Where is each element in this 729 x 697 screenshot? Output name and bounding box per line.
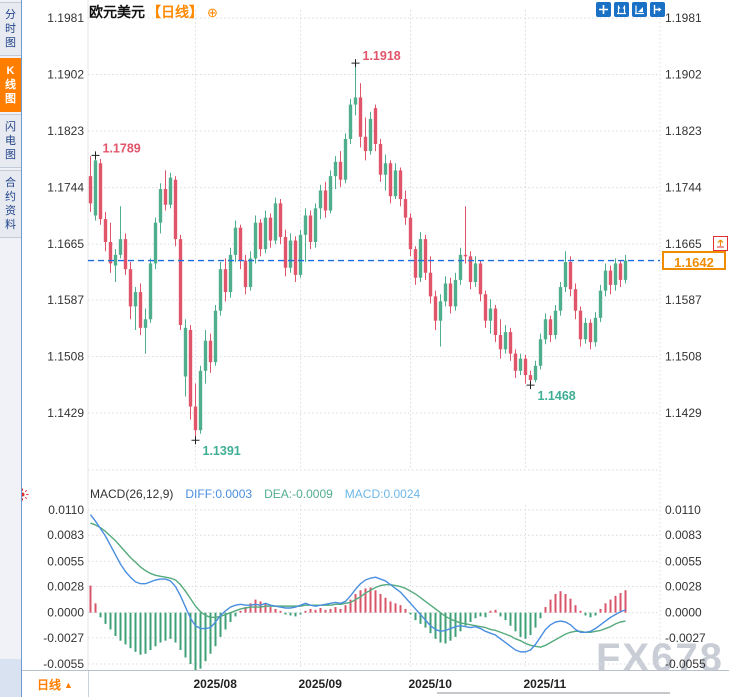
macd-header: MACD(26,12,9) DIFF:0.0003 DEA:-0.0009 MA…	[90, 487, 420, 501]
svg-text:-0.0055: -0.0055	[665, 657, 706, 671]
svg-text:1.1918: 1.1918	[363, 49, 401, 63]
svg-text:1.1429: 1.1429	[665, 406, 702, 420]
svg-text:0.0110: 0.0110	[665, 503, 701, 517]
svg-text:1.1508: 1.1508	[665, 349, 702, 363]
svg-text:0.0110: 0.0110	[48, 503, 84, 517]
svg-text:-0.0027: -0.0027	[43, 631, 84, 645]
chart-toolbar	[596, 2, 665, 17]
price-alert-icon[interactable]	[713, 235, 728, 251]
svg-text:0.0083: 0.0083	[47, 528, 84, 542]
svg-text:0.0028: 0.0028	[47, 580, 84, 594]
svg-text:1.1744: 1.1744	[665, 181, 702, 195]
svg-text:0.0000: 0.0000	[47, 606, 84, 620]
symbol-name: 欧元美元	[89, 4, 145, 20]
crosshair-tool-icon[interactable]	[596, 2, 611, 17]
svg-text:1.1744: 1.1744	[47, 181, 84, 195]
x-axis-label: 2025/08	[193, 677, 237, 691]
svg-text:1.1902: 1.1902	[47, 68, 84, 82]
svg-text:1.1981: 1.1981	[665, 11, 702, 25]
svg-text:0.0000: 0.0000	[665, 606, 702, 620]
x-axis-label: 2025/11	[523, 677, 567, 691]
svg-text:0.0055: 0.0055	[47, 554, 84, 568]
svg-text:1.1429: 1.1429	[47, 406, 84, 420]
svg-text:1.1391: 1.1391	[203, 444, 241, 458]
chart-title: 欧元美元 【日线】 ⊕	[89, 2, 218, 22]
sidebar-tab-合约资料[interactable]: 合 约 资 料	[0, 170, 21, 238]
x-axis-label: 2025/10	[408, 677, 452, 691]
pan-right-icon[interactable]	[650, 2, 665, 17]
sidebar-tab-分时图[interactable]: 分 时 图	[0, 2, 21, 56]
svg-text:-0.0055: -0.0055	[43, 657, 84, 671]
svg-text:1.1468: 1.1468	[538, 389, 576, 403]
macd-dea-value: DEA:-0.0009	[264, 487, 333, 501]
svg-text:0.0083: 0.0083	[665, 528, 702, 542]
svg-text:1.1823: 1.1823	[665, 124, 702, 138]
horizontal-scrollbar[interactable]	[437, 692, 670, 694]
svg-text:1.1902: 1.1902	[665, 68, 702, 82]
y-axis-scale-icon[interactable]	[632, 2, 647, 17]
macd-macd-value: MACD:0.0024	[344, 487, 421, 501]
period-tag: 【日线】	[147, 4, 203, 20]
macd-params: MACD(26,12,9)	[90, 487, 174, 501]
current-price-tag: 1.1642	[662, 250, 726, 270]
sidebar-tab-闪电图[interactable]: 闪 电 图	[0, 114, 21, 168]
svg-text:1.1587: 1.1587	[47, 293, 84, 307]
svg-text:-0.0027: -0.0027	[665, 631, 706, 645]
period-selector-arrow-icon: ▲	[64, 679, 73, 690]
svg-text:1.1823: 1.1823	[47, 124, 84, 138]
period-selector-label: 日线	[37, 678, 62, 692]
svg-text:1.1587: 1.1587	[665, 293, 702, 307]
x-axis-scale-icon[interactable]	[614, 2, 629, 17]
svg-text:1.1665: 1.1665	[47, 237, 84, 251]
period-selector[interactable]: 日线 ▲	[22, 671, 89, 697]
svg-text:0.0055: 0.0055	[665, 554, 702, 568]
macd-diff-value: DIFF:0.0003	[185, 487, 253, 501]
sidebar-bottom-strip	[0, 659, 21, 697]
svg-text:1.1981: 1.1981	[47, 11, 84, 25]
svg-text:1.1789: 1.1789	[103, 141, 141, 155]
x-axis-label: 2025/09	[298, 677, 342, 691]
svg-text:1.1508: 1.1508	[47, 349, 84, 363]
svg-text:0.0028: 0.0028	[665, 580, 702, 594]
svg-text:1.1665: 1.1665	[665, 237, 702, 251]
sidebar-tab-K线图[interactable]: K 线 图	[0, 58, 21, 112]
add-indicator-icon[interactable]: ⊕	[207, 5, 218, 20]
